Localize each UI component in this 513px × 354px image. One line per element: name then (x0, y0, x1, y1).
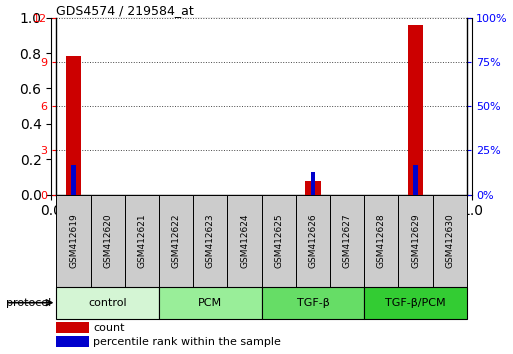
Bar (311, 172, 315, 195)
Text: control: control (88, 298, 127, 308)
Bar (227, 195, 262, 287)
Bar (193, 195, 227, 287)
Bar (56, 322, 89, 333)
Bar (364, 287, 467, 319)
Text: GDS4574 / 219584_at: GDS4574 / 219584_at (56, 4, 194, 17)
Bar (432, 195, 467, 287)
Bar (262, 195, 296, 287)
Text: GSM412624: GSM412624 (240, 213, 249, 268)
Bar (296, 195, 330, 287)
Bar (413, 165, 418, 195)
Text: GSM412621: GSM412621 (137, 213, 146, 268)
Text: count: count (93, 322, 125, 332)
Text: GSM412626: GSM412626 (308, 213, 318, 268)
Bar (159, 195, 193, 287)
Bar (262, 287, 364, 319)
Text: GSM412627: GSM412627 (343, 213, 351, 268)
Text: GSM412625: GSM412625 (274, 213, 283, 268)
Text: GSM412629: GSM412629 (411, 213, 420, 268)
Text: PCM: PCM (198, 298, 223, 308)
Text: TGF-β/PCM: TGF-β/PCM (385, 298, 446, 308)
Text: protocol: protocol (6, 298, 51, 308)
Bar (56, 287, 159, 319)
Text: percentile rank within the sample: percentile rank within the sample (93, 337, 281, 347)
Bar (159, 287, 262, 319)
Bar (330, 195, 364, 287)
Bar (399, 195, 432, 287)
Text: GSM412622: GSM412622 (172, 213, 181, 268)
Bar (364, 195, 399, 287)
Bar (71, 165, 76, 195)
Bar (91, 195, 125, 287)
Bar (305, 181, 321, 195)
Text: TGF-β: TGF-β (297, 298, 329, 308)
Text: GSM412623: GSM412623 (206, 213, 215, 268)
Text: GSM412628: GSM412628 (377, 213, 386, 268)
Bar (56, 195, 91, 287)
Bar (125, 195, 159, 287)
Text: GSM412619: GSM412619 (69, 213, 78, 268)
Bar (408, 25, 423, 195)
Text: GSM412620: GSM412620 (103, 213, 112, 268)
Text: GSM412630: GSM412630 (445, 213, 454, 268)
Bar (56, 336, 89, 347)
Bar (66, 56, 81, 195)
